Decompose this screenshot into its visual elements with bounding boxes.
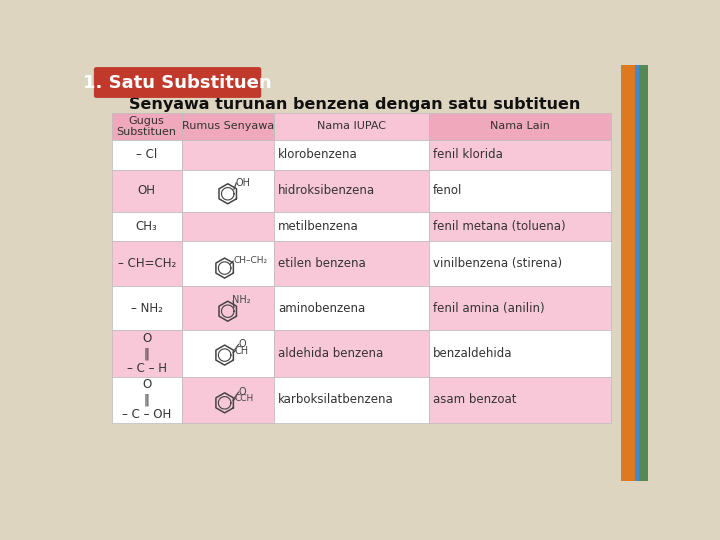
Text: O: O (238, 339, 246, 349)
Text: NH₂: NH₂ (232, 295, 251, 306)
Bar (428, 112, 611, 140)
Bar (181, 286, 274, 330)
Text: aldehida benzena: aldehida benzena (278, 347, 383, 360)
Bar (112, 377, 181, 423)
Bar (181, 330, 274, 377)
Bar (112, 286, 181, 330)
Bar (274, 112, 428, 140)
Text: CH: CH (235, 346, 249, 356)
Bar (274, 330, 428, 377)
Bar (639, 65, 648, 481)
Bar (112, 170, 181, 212)
Text: CCH: CCH (235, 395, 254, 403)
Bar (428, 330, 611, 377)
Text: Rumus Senyawa: Rumus Senyawa (181, 122, 274, 131)
FancyBboxPatch shape (94, 67, 261, 98)
Bar (112, 241, 181, 286)
Text: fenil klorida: fenil klorida (433, 148, 503, 161)
Bar (181, 241, 274, 286)
Text: Nama IUPAC: Nama IUPAC (317, 122, 386, 131)
Bar (181, 212, 274, 241)
Text: fenil amina (anilin): fenil amina (anilin) (433, 302, 544, 315)
Text: asam benzoat: asam benzoat (433, 393, 516, 406)
Text: vinilbenzena (stirena): vinilbenzena (stirena) (433, 257, 562, 270)
Bar (181, 377, 274, 423)
Text: fenil metana (toluena): fenil metana (toluena) (433, 220, 565, 233)
Bar (112, 330, 181, 377)
Bar (274, 140, 428, 170)
Bar (112, 140, 181, 170)
Text: karboksilatbenzena: karboksilatbenzena (278, 393, 394, 406)
Bar (274, 377, 428, 423)
Text: CH–CH₂: CH–CH₂ (233, 256, 267, 265)
Bar (621, 65, 635, 481)
Text: 1. Satu Substituen: 1. Satu Substituen (84, 73, 272, 91)
Text: – NH₂: – NH₂ (131, 302, 163, 315)
Text: Gugus
Substituen: Gugus Substituen (117, 116, 176, 137)
Bar (428, 170, 611, 212)
Text: O
‖
– C – H: O ‖ – C – H (127, 332, 166, 375)
Text: Nama Lain: Nama Lain (490, 122, 549, 131)
Bar (274, 212, 428, 241)
Bar (181, 170, 274, 212)
Bar (274, 170, 428, 212)
Text: metilbenzena: metilbenzena (278, 220, 359, 233)
Text: CH₃: CH₃ (136, 220, 158, 233)
Text: O
‖
– C – OH: O ‖ – C – OH (122, 378, 171, 421)
Bar (181, 140, 274, 170)
Bar (428, 286, 611, 330)
Bar (112, 112, 181, 140)
Bar (112, 212, 181, 241)
Text: klorobenzena: klorobenzena (278, 148, 358, 161)
Text: fenol: fenol (433, 184, 462, 197)
Text: OH: OH (235, 178, 251, 188)
Bar (274, 286, 428, 330)
Text: aminobenzena: aminobenzena (278, 302, 365, 315)
Text: – Cl: – Cl (136, 148, 157, 161)
Text: etilen benzena: etilen benzena (278, 257, 366, 270)
Bar (181, 112, 274, 140)
Text: hidroksibenzena: hidroksibenzena (278, 184, 375, 197)
Text: OH: OH (138, 184, 156, 197)
Bar (428, 377, 611, 423)
Text: benzaldehida: benzaldehida (433, 347, 512, 360)
Bar (428, 140, 611, 170)
Bar (635, 65, 639, 481)
Text: Senyawa turunan benzena dengan satu subtituen: Senyawa turunan benzena dengan satu subt… (129, 97, 580, 112)
Bar (428, 241, 611, 286)
Text: – CH=CH₂: – CH=CH₂ (117, 257, 176, 270)
Bar (428, 212, 611, 241)
Bar (274, 241, 428, 286)
Text: O: O (238, 387, 246, 397)
